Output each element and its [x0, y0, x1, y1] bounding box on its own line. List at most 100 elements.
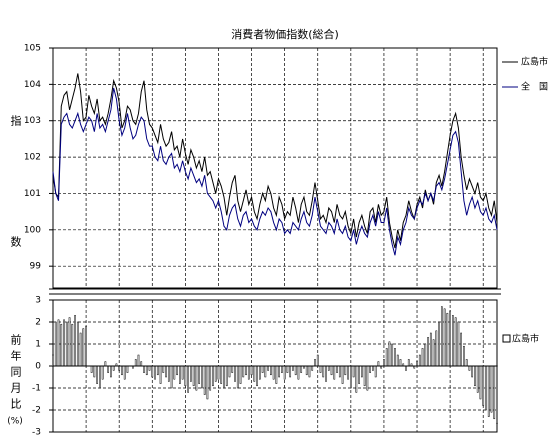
bar [118, 365, 121, 371]
bar [281, 365, 283, 373]
bar [333, 365, 336, 380]
bar [316, 354, 319, 367]
bar [452, 315, 454, 367]
bar [363, 365, 366, 387]
bar [383, 359, 385, 367]
bar [485, 365, 487, 411]
bar [330, 365, 333, 376]
legend-label: 広島市 [512, 333, 539, 345]
y-tick-label: 102 [24, 153, 41, 163]
bar [479, 365, 482, 400]
bar [270, 365, 272, 376]
bar [399, 359, 402, 367]
bar [123, 365, 126, 380]
line [52, 87, 498, 256]
bar [355, 365, 358, 393]
y-tick-label: 3 [35, 296, 41, 306]
bar [167, 365, 170, 382]
bar [228, 365, 231, 378]
chart-title: 消費者物価指数(総合) [231, 27, 339, 41]
legend-label: 全 国 [521, 81, 548, 93]
bar [223, 365, 225, 389]
y-tick-label: 105 [24, 44, 41, 54]
bar [369, 365, 371, 373]
bar [60, 323, 63, 367]
bar [300, 365, 303, 373]
bar [349, 365, 352, 389]
bar [305, 365, 308, 376]
bar [352, 365, 355, 378]
bar [245, 365, 247, 376]
y-axis-unit: (%) [7, 417, 23, 427]
bar [63, 319, 65, 367]
bar [170, 365, 173, 389]
bar [137, 354, 140, 367]
bar [366, 365, 369, 391]
bar [159, 365, 162, 384]
bar [79, 332, 82, 367]
bar [338, 365, 341, 378]
bar [490, 365, 493, 413]
bar [327, 365, 330, 371]
bar [267, 365, 269, 371]
bar [336, 365, 338, 373]
bar [427, 337, 429, 367]
bar [474, 365, 476, 387]
bar [231, 365, 234, 373]
bar [294, 365, 297, 376]
bar [99, 365, 101, 389]
bar [217, 365, 220, 380]
bar [134, 359, 137, 367]
bar [151, 365, 154, 378]
bar [96, 365, 98, 384]
bar [325, 365, 327, 382]
y-tick-label: 104 [24, 80, 41, 90]
bar [192, 365, 195, 387]
bar [264, 365, 267, 378]
bar [145, 365, 148, 376]
bar [283, 365, 286, 380]
y-axis-label: 前年同月比 [9, 333, 22, 414]
bar [209, 365, 212, 391]
bar [468, 365, 471, 371]
y-tick-label: 2 [35, 318, 41, 328]
y-tick-label: 99 [30, 262, 42, 272]
y-tick-label: -3 [32, 428, 41, 438]
bar [143, 365, 145, 373]
bar [71, 323, 74, 367]
bar [198, 365, 201, 384]
bar [220, 365, 223, 384]
bar [429, 332, 432, 367]
bar [148, 365, 151, 371]
bar [162, 365, 165, 373]
bar [460, 332, 462, 367]
bar [234, 365, 236, 382]
bar [465, 359, 468, 367]
axis-break [49, 289, 501, 295]
y-tick-label: -1 [32, 384, 41, 394]
bar [250, 365, 253, 376]
bar [65, 321, 68, 367]
bar [256, 365, 258, 387]
bar [407, 359, 410, 367]
bar [85, 326, 87, 367]
bar [239, 365, 242, 384]
bar [487, 365, 490, 417]
bar [110, 365, 112, 378]
bar [181, 365, 184, 380]
bar [195, 365, 198, 391]
bar [212, 365, 214, 387]
bar [165, 365, 167, 378]
bar [347, 365, 349, 380]
bar [68, 317, 71, 367]
bar [463, 345, 465, 367]
bar [286, 365, 289, 373]
bar [82, 328, 85, 367]
bar [179, 365, 181, 384]
bar [421, 348, 424, 367]
bar [156, 365, 159, 376]
bar [126, 365, 129, 373]
bar [173, 365, 176, 380]
bar [322, 365, 325, 378]
